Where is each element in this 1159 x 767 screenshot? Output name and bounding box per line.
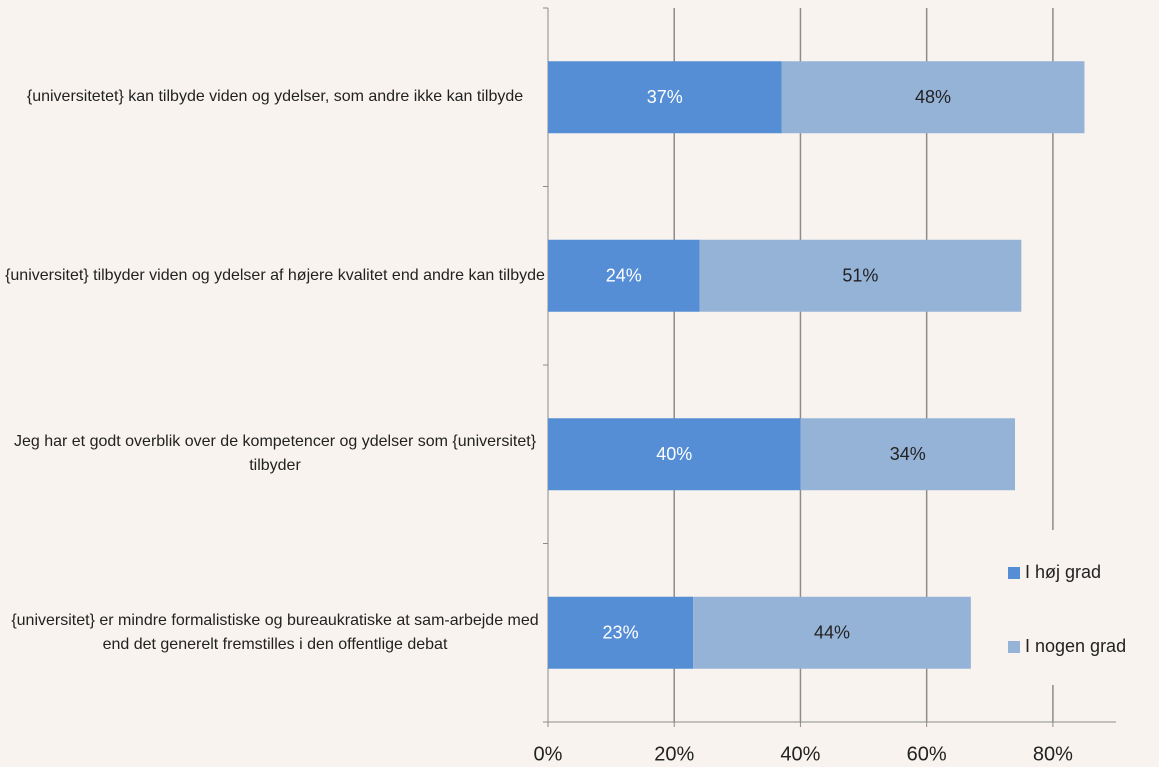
data-label: 34% bbox=[890, 444, 926, 464]
legend-label: I høj grad bbox=[1025, 562, 1101, 582]
x-tick-label: 0% bbox=[534, 743, 563, 765]
x-tick-label: 20% bbox=[654, 743, 694, 765]
bar-segment bbox=[548, 596, 694, 669]
bar-segment bbox=[699, 239, 1022, 312]
bar-segment bbox=[781, 61, 1085, 134]
legend-label: I nogen grad bbox=[1025, 636, 1126, 656]
legend-swatch bbox=[1008, 567, 1020, 579]
bar-segment bbox=[693, 596, 971, 669]
bar-segment bbox=[548, 61, 782, 134]
category-label: {universitet} er mindre formalistiske og… bbox=[11, 611, 539, 653]
legend-swatch bbox=[1008, 641, 1020, 653]
data-label: 24% bbox=[606, 266, 642, 286]
data-label: 37% bbox=[647, 87, 683, 107]
legend-bg bbox=[1000, 530, 1159, 685]
category-label: {universitetet} kan tilbyde viden og yde… bbox=[26, 88, 524, 106]
x-tick-label: 40% bbox=[780, 743, 820, 765]
data-label: 48% bbox=[915, 87, 951, 107]
bar-segment bbox=[800, 418, 1016, 491]
x-tick-label: 60% bbox=[907, 743, 947, 765]
data-label: 23% bbox=[603, 623, 639, 643]
x-tick-label: 80% bbox=[1033, 743, 1073, 765]
data-label: 40% bbox=[656, 444, 692, 464]
category-label: {universitet} tilbyder viden og ydelser … bbox=[5, 266, 545, 284]
bar-segment bbox=[548, 418, 801, 491]
data-label: 44% bbox=[814, 623, 850, 643]
data-label: 51% bbox=[842, 266, 878, 286]
bar-segment bbox=[548, 239, 700, 312]
category-label: Jeg har et godt overblik over de kompete… bbox=[13, 433, 537, 475]
